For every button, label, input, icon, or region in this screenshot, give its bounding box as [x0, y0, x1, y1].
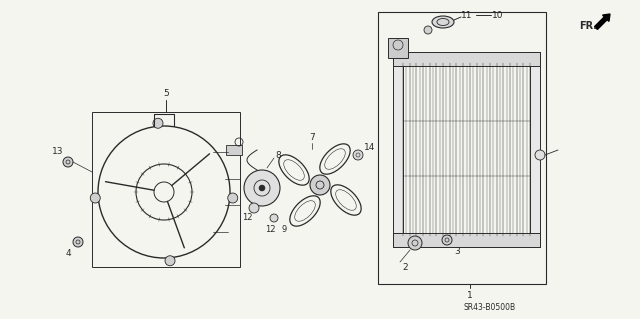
Text: 10: 10: [492, 11, 504, 19]
Text: FR.: FR.: [579, 21, 597, 31]
Ellipse shape: [432, 16, 454, 28]
Text: 11: 11: [461, 11, 473, 19]
Circle shape: [535, 150, 545, 160]
Text: 3: 3: [454, 248, 460, 256]
Circle shape: [259, 185, 265, 191]
Circle shape: [353, 150, 363, 160]
Bar: [378, 12, 546, 284]
Circle shape: [408, 236, 422, 250]
Circle shape: [228, 193, 237, 203]
Text: 8: 8: [275, 151, 281, 160]
Bar: [92, 112, 240, 267]
Bar: [393, 233, 540, 247]
Bar: [226, 145, 242, 155]
Bar: [530, 52, 540, 247]
Text: 12: 12: [242, 213, 252, 222]
Bar: [393, 52, 403, 247]
Circle shape: [153, 118, 163, 128]
Text: 5: 5: [163, 90, 169, 99]
Circle shape: [424, 26, 432, 34]
Circle shape: [270, 214, 278, 222]
Circle shape: [73, 237, 83, 247]
FancyArrow shape: [595, 14, 610, 29]
Circle shape: [442, 235, 452, 245]
Text: 13: 13: [52, 147, 64, 157]
Circle shape: [90, 193, 100, 203]
Text: 9: 9: [282, 226, 287, 234]
Bar: [388, 38, 408, 58]
Text: 2: 2: [402, 263, 408, 272]
Bar: [393, 52, 540, 66]
Circle shape: [249, 203, 259, 213]
Text: 12: 12: [265, 226, 275, 234]
Circle shape: [244, 170, 280, 206]
Text: 7: 7: [309, 132, 315, 142]
Text: 4: 4: [65, 249, 71, 258]
Text: 14: 14: [364, 144, 376, 152]
Text: 1: 1: [467, 291, 473, 300]
Text: SR43-B0500B: SR43-B0500B: [464, 303, 516, 313]
Circle shape: [310, 175, 330, 195]
Circle shape: [165, 256, 175, 266]
Circle shape: [63, 157, 73, 167]
